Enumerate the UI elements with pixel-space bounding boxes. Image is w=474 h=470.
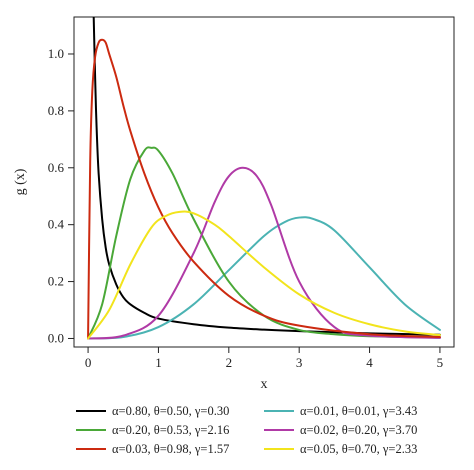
legend-label-3: α=0.20, θ=0.53, γ=2.16 — [112, 423, 229, 437]
y-tick-label: 1.0 — [48, 46, 64, 61]
series-layer — [87, 17, 441, 340]
x-axis-title: x — [261, 377, 268, 392]
x-tick-label: 4 — [366, 355, 373, 370]
legend-label-2: α=0.01, θ=0.01, γ=3.43 — [300, 404, 417, 418]
x-tick-label: 3 — [296, 355, 303, 370]
x-tick-label: 5 — [437, 355, 444, 370]
legend-label-5: α=0.03, θ=0.98, γ=1.57 — [112, 442, 229, 456]
x-tick-label: 2 — [226, 355, 233, 370]
series-line-4 — [87, 166, 441, 340]
y-axis-title: g (x) — [13, 168, 28, 195]
legend-label-4: α=0.02, θ=0.20, γ=3.70 — [300, 423, 417, 437]
y-tick-label: 0.8 — [48, 103, 64, 118]
x-tick-label: 0 — [85, 355, 92, 370]
y-tick-label: 0.4 — [48, 217, 65, 232]
series-line-2 — [87, 216, 441, 340]
y-tick-label: 0.6 — [48, 160, 65, 175]
y-axis: 0.0 0.2 0.4 0.6 0.8 1.0 — [48, 46, 74, 345]
y-tick-label: 0.2 — [48, 274, 64, 289]
series-line-5 — [87, 38, 441, 340]
series-line-1 — [92, 17, 441, 336]
legend-label-6: α=0.05, θ=0.70, γ=2.33 — [300, 442, 417, 456]
plot-frame — [73, 16, 455, 348]
series-line-3 — [87, 146, 441, 340]
legend: α=0.80, θ=0.50, γ=0.30 α=0.01, θ=0.01, γ=… — [76, 404, 417, 456]
x-axis: 0 1 2 3 4 5 — [85, 347, 443, 370]
legend-label-1: α=0.80, θ=0.50, γ=0.30 — [112, 404, 229, 418]
y-tick-label: 0.0 — [48, 330, 64, 345]
x-tick-label: 1 — [155, 355, 162, 370]
series-line-6 — [87, 210, 441, 340]
